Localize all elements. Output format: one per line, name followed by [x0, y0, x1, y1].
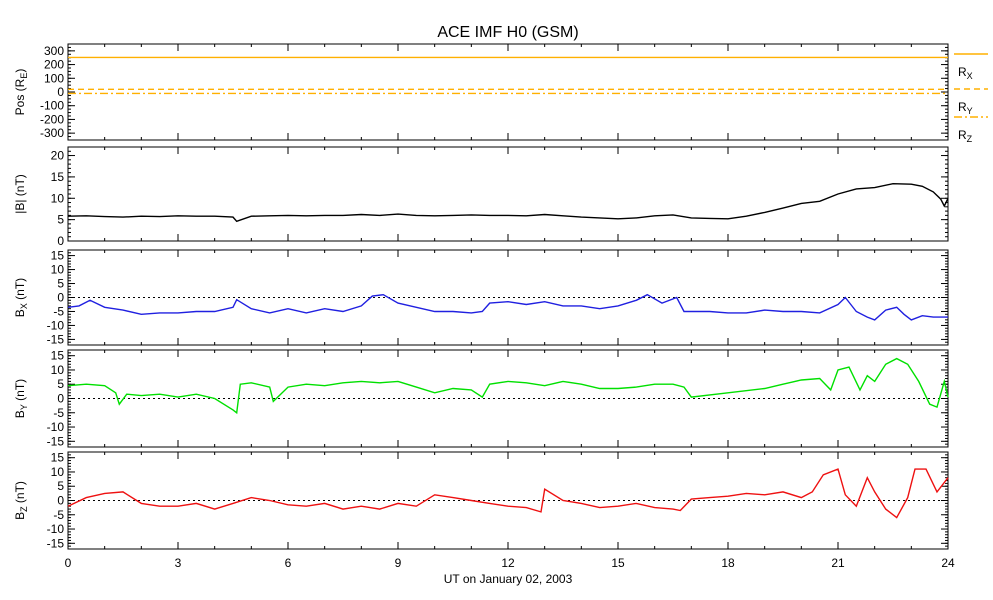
- y-label-end: (nT): [13, 379, 27, 404]
- series-bz-line: [67, 468, 949, 519]
- panel-btot: 20 15 10 5 0 |B| (nT): [13, 146, 949, 248]
- y-tick-label: -15: [47, 434, 65, 448]
- y-tick-label: 10: [51, 363, 65, 377]
- y-tick-label: -300: [40, 126, 64, 140]
- x-tick-label: 9: [395, 556, 402, 570]
- x-axis-label: UT on January 02, 2003: [444, 572, 573, 586]
- y-tick-label: -10: [47, 522, 65, 536]
- x-tick-label: 0: [65, 556, 72, 570]
- series-b-line: [67, 182, 949, 223]
- y-tick-label: -10: [47, 318, 65, 332]
- y-tick-label: -10: [47, 420, 65, 434]
- y-axis-label: |B| (nT): [13, 174, 27, 214]
- y-tick-label: 0: [57, 392, 64, 406]
- y-axis-label: BZ (nT): [13, 481, 29, 520]
- y-label-end: ): [13, 69, 27, 73]
- y-label-sub: X: [19, 303, 29, 309]
- legend-label: RY: [958, 100, 973, 116]
- y-tick-label: 10: [51, 465, 65, 479]
- y-tick-label: -5: [53, 508, 64, 522]
- series-bx-line: [67, 293, 948, 321]
- legend-sub: Y: [967, 106, 973, 116]
- y-tick-label: 10: [51, 191, 65, 205]
- series-by-line: [67, 357, 949, 415]
- y-tick-label: 15: [51, 451, 65, 465]
- y-tick-label: 5: [57, 377, 64, 391]
- y-tick-label: 10: [51, 263, 65, 277]
- legend-sub: X: [967, 71, 973, 81]
- y-label-main: Pos (R: [13, 78, 27, 115]
- chart-title: ACE IMF H0 (GSM): [437, 24, 578, 41]
- legend-main: R: [958, 128, 967, 142]
- legend-main: R: [958, 100, 967, 114]
- y-tick-label: 20: [51, 149, 65, 163]
- panel-frame: [67, 43, 949, 141]
- y-label-main: |B| (nT): [13, 174, 27, 214]
- legend-label: RX: [958, 65, 973, 81]
- x-tick-label: 21: [831, 556, 845, 570]
- y-label-sub: E: [19, 73, 29, 79]
- y-axis-label: Pos (RE): [13, 69, 29, 116]
- y-label-sub: Z: [19, 506, 29, 512]
- legend-main: R: [958, 65, 967, 79]
- y-tick-label: 15: [51, 170, 65, 184]
- y-tick-label: -200: [40, 112, 64, 126]
- y-tick-label: 100: [44, 71, 64, 85]
- y-label-main: B: [13, 410, 27, 418]
- x-axis: 0 3 6 9 12 15 18 21 24: [65, 556, 955, 570]
- legend-label: RZ: [958, 128, 973, 144]
- y-label-main: B: [13, 309, 27, 317]
- y-tick-label: 200: [44, 58, 64, 72]
- y-tick-label: -100: [40, 99, 64, 113]
- x-tick-label: 6: [285, 556, 292, 570]
- y-tick-label: 0: [57, 494, 64, 508]
- panel-frame: [67, 146, 949, 242]
- y-axis-label: BX (nT): [13, 278, 29, 317]
- y-label-end: (nT): [13, 278, 27, 303]
- y-tick-label: -15: [47, 536, 65, 550]
- x-tick-label: 24: [941, 556, 955, 570]
- y-tick-label: 15: [51, 349, 65, 363]
- y-axis-label: BY (nT): [13, 379, 29, 418]
- x-tick-label: 12: [501, 556, 515, 570]
- y-tick-label: 5: [57, 479, 64, 493]
- y-tick-label: -5: [53, 304, 64, 318]
- y-tick-label: 0: [57, 291, 64, 305]
- x-tick-label: 15: [611, 556, 625, 570]
- x-tick-label: 3: [175, 556, 182, 570]
- y-tick-label: 5: [57, 277, 64, 291]
- y-tick-label: 0: [57, 234, 64, 248]
- y-tick-label: -15: [47, 332, 65, 346]
- legend-sub: Z: [967, 134, 973, 144]
- y-label-sub: Y: [19, 404, 29, 410]
- y-label-main: B: [13, 512, 27, 520]
- y-tick-label: 5: [57, 213, 64, 227]
- y-tick-label: -5: [53, 406, 64, 420]
- y-tick-label: 15: [51, 249, 65, 263]
- y-tick-label: 0: [57, 85, 64, 99]
- y-tick-label: 300: [44, 44, 64, 58]
- x-tick-label: 18: [721, 556, 735, 570]
- y-label-end: (nT): [13, 481, 27, 506]
